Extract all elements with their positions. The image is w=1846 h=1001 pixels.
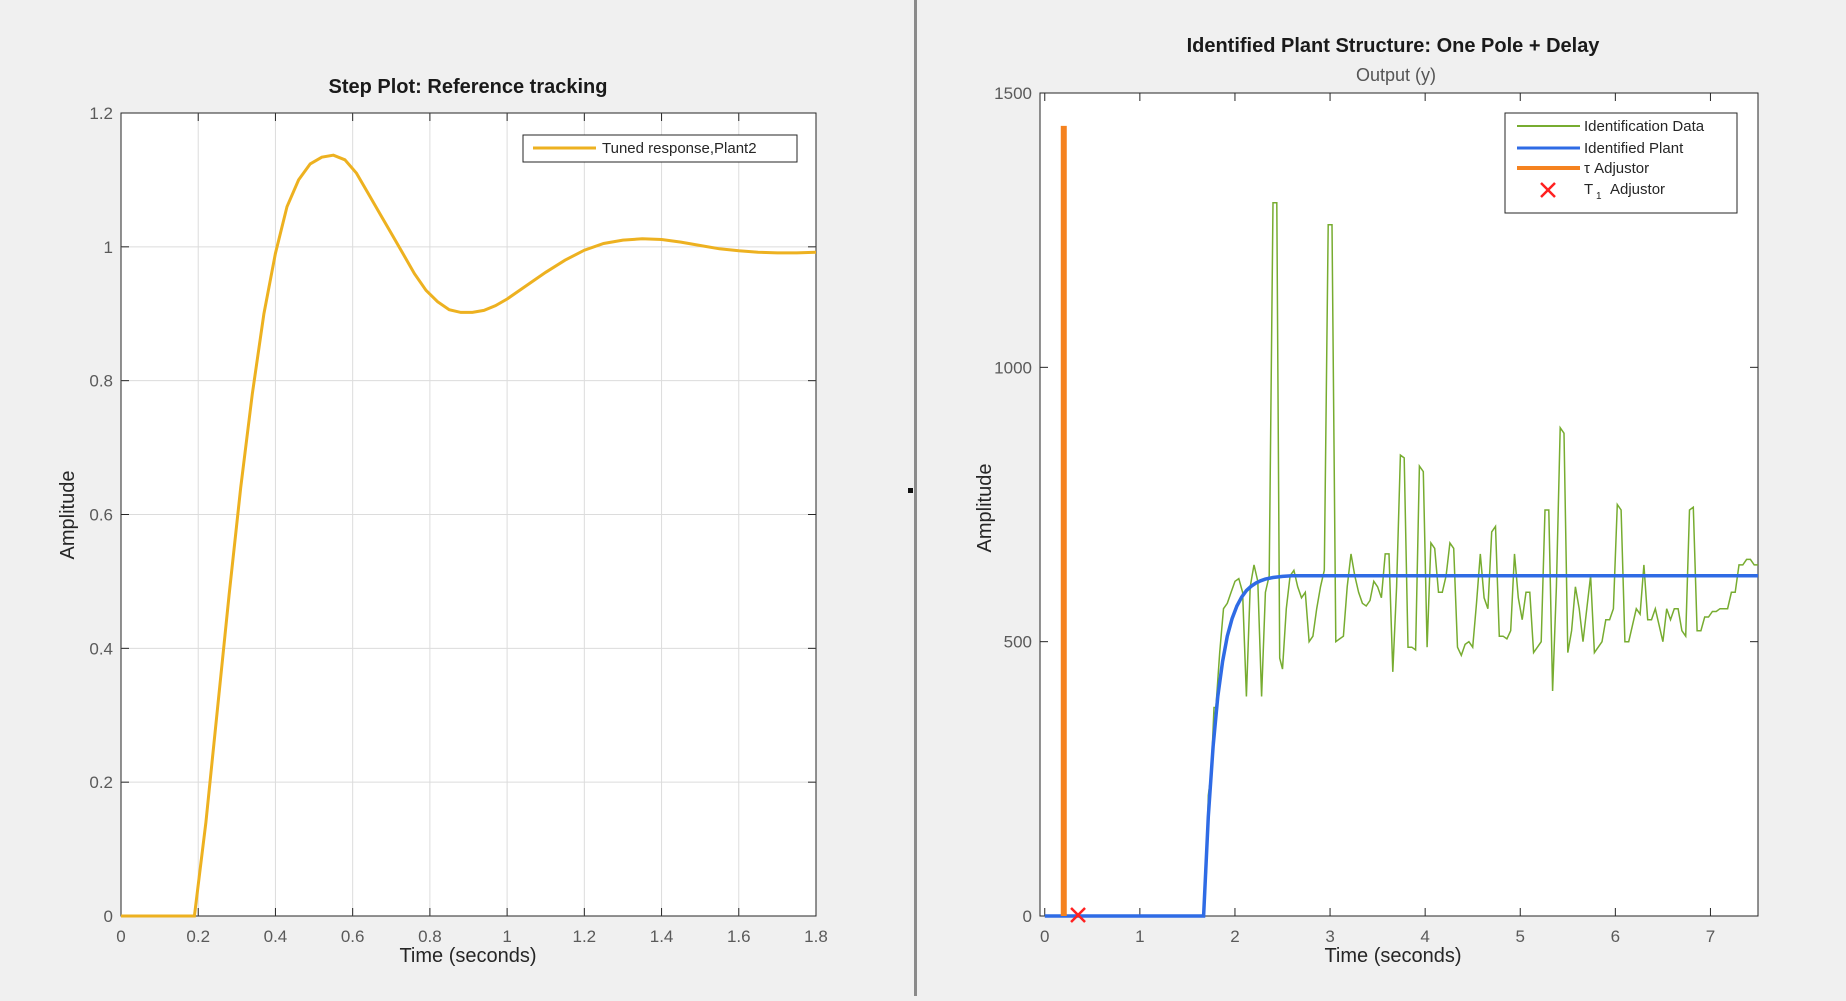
t1-marker-stroke-b <box>1070 907 1086 923</box>
left-x-tick-label: 0.6 <box>341 927 365 946</box>
right-legend-box <box>1504 112 1738 214</box>
left-legend: Tuned response,Plant2 <box>522 134 798 163</box>
left-y-tick-label: 0.8 <box>89 372 113 391</box>
right-y-tick-label: 500 <box>1004 633 1032 652</box>
right-x-tick-label: 4 <box>1420 927 1429 946</box>
right-x-tick-label: 5 <box>1516 927 1525 946</box>
right-y-tick-label: 0 <box>1023 907 1032 926</box>
left-x-tick-label: 0 <box>116 927 125 946</box>
right-y-tick-label: 1000 <box>994 358 1032 377</box>
left-x-tick-label: 1.8 <box>804 927 828 946</box>
left-x-tick-label: 1.2 <box>573 927 597 946</box>
left-y-tick-label: 0 <box>104 907 113 926</box>
legend-label-t1-adjustor-word: Adjustor <box>1610 181 1665 198</box>
identification-data-line <box>1044 201 1758 917</box>
identified-plant-line <box>1044 574 1758 918</box>
legend-label-tau-adjustor: τ Adjustor <box>1584 160 1649 177</box>
right-x-tick-label: 1 <box>1135 927 1144 946</box>
right-x-tick-label: 3 <box>1325 927 1334 946</box>
right-subtitle: Output (y) <box>1356 65 1436 85</box>
left-y-tick-label: 1.2 <box>89 104 113 123</box>
left-y-tick-label: 0.2 <box>89 773 113 792</box>
legend-t1-marker-stroke-b <box>1540 182 1556 198</box>
legend-label-t1-adjustor: T <box>1584 181 1593 198</box>
left-x-tick-label: 1 <box>502 927 511 946</box>
right-axes: 0 1 2 3 4 5 6 7 0 500 1000 1500 Identified Plant St… <box>974 35 1759 967</box>
panel-divider[interactable] <box>914 0 917 996</box>
left-legend-label: Tuned response,Plant2 <box>602 140 757 157</box>
right-x-tick-label: 6 <box>1611 927 1620 946</box>
left-axes: 0 0.2 0.4 0.6 0.8 1 1.2 1.4 1.6 1.8 0 0.2 0.4 0.6 0.8 1… <box>57 76 828 967</box>
legend-swatch-t1-adjustor <box>1540 182 1556 198</box>
left-grid <box>121 113 816 916</box>
left-ticks: 0 0.2 0.4 0.6 0.8 1 1.2 1.4 1.6 1.8 0 0.2 0.4 0.6 0.8 1… <box>89 104 827 946</box>
left-xlabel: Time (seconds) <box>399 945 536 967</box>
left-x-tick-label: 0.8 <box>418 927 442 946</box>
right-ticks: 0 1 2 3 4 5 6 7 0 500 1000 1500 <box>994 84 1758 946</box>
divider-handle[interactable] <box>908 488 913 493</box>
tuned-response-line <box>121 153 817 918</box>
left-y-tick-label: 0.6 <box>89 506 113 525</box>
left-x-tick-label: 1.6 <box>727 927 751 946</box>
left-y-tick-label: 0.4 <box>89 639 113 658</box>
t1-adjustor-marker[interactable] <box>1070 907 1086 923</box>
right-xlabel: Time (seconds) <box>1324 945 1461 967</box>
legend-label-identified-plant: Identified Plant <box>1584 140 1684 157</box>
left-x-tick-label: 0.2 <box>186 927 210 946</box>
left-y-tick-label: 1 <box>104 238 113 257</box>
right-x-tick-label: 7 <box>1706 927 1715 946</box>
right-y-tick-label: 1500 <box>994 84 1032 103</box>
right-x-tick-label: 2 <box>1230 927 1239 946</box>
left-x-tick-label: 1.4 <box>650 927 674 946</box>
left-x-tick-label: 0.4 <box>264 927 288 946</box>
right-ylabel: Amplitude <box>974 464 996 553</box>
legend-label-t1-subscript: 1 <box>1596 191 1602 202</box>
right-legend: Identification Data Identified Plant τ A… <box>1504 112 1738 214</box>
right-title: Identified Plant Structure: One Pole + D… <box>1187 35 1601 57</box>
left-title: Step Plot: Reference tracking <box>329 76 608 98</box>
legend-label-identification-data: Identification Data <box>1584 118 1705 135</box>
right-x-tick-label: 0 <box>1040 927 1049 946</box>
left-ylabel: Amplitude <box>57 471 79 560</box>
